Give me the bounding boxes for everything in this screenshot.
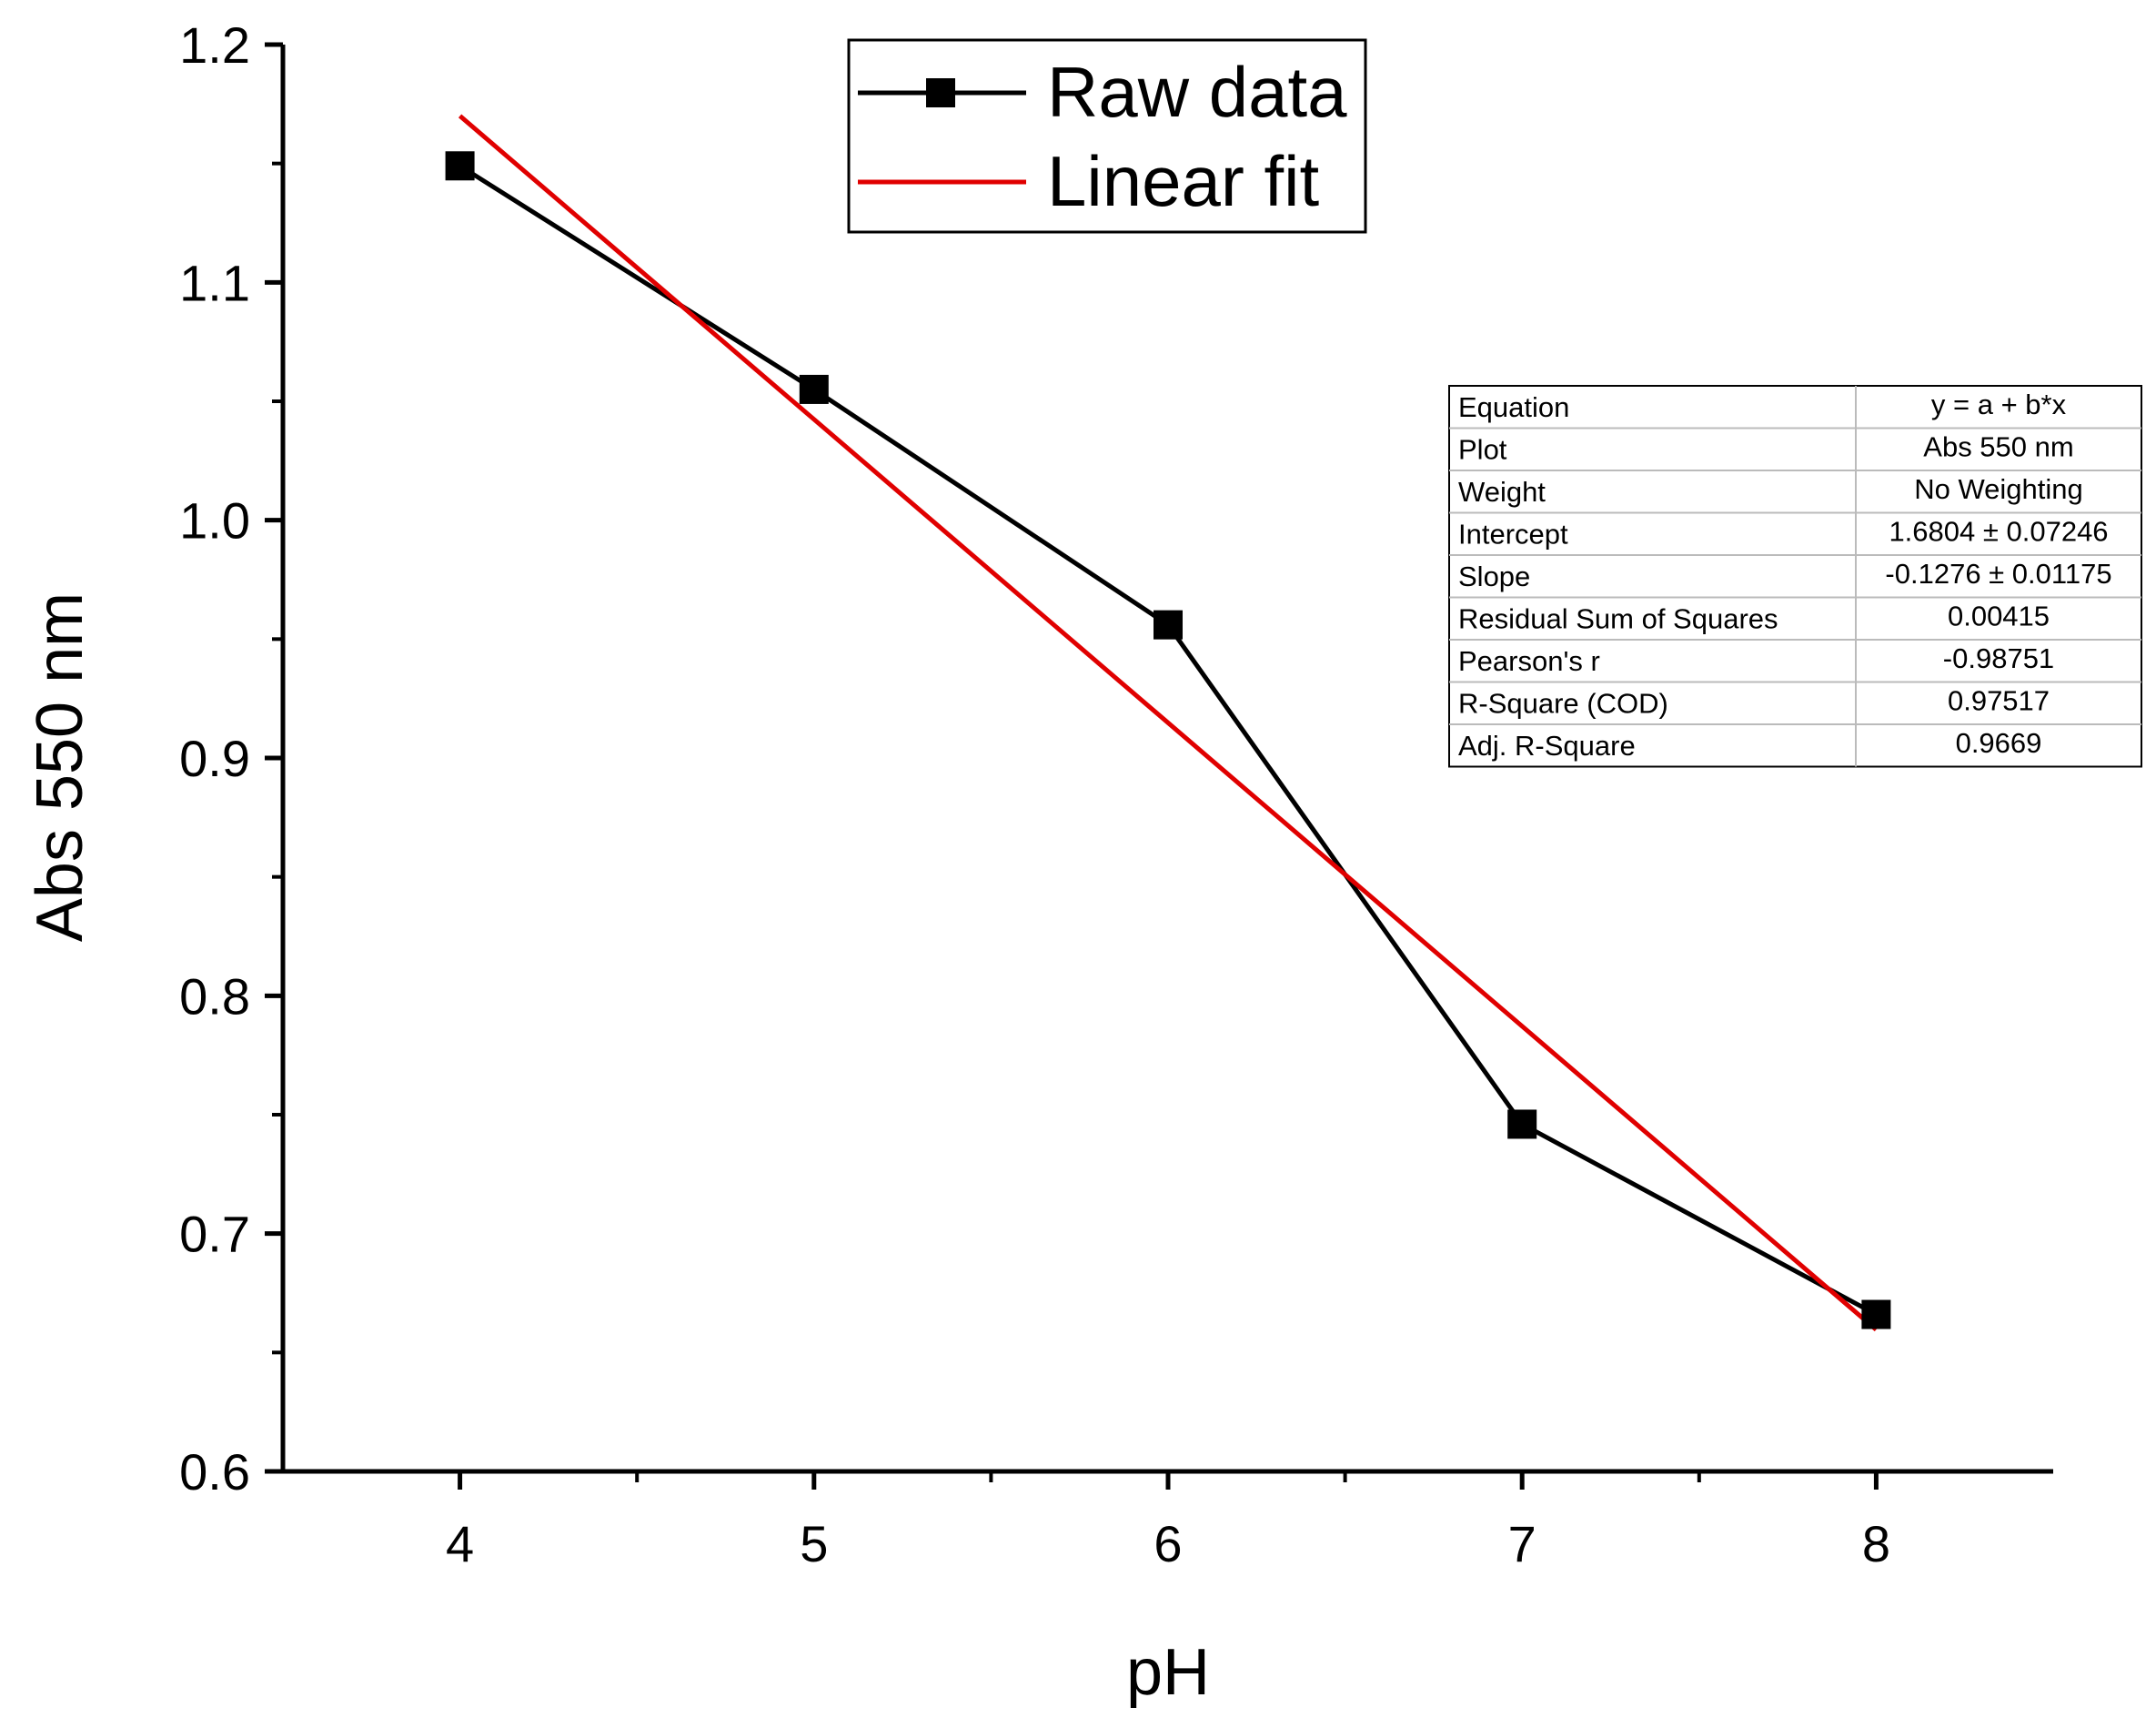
fit-table-value: 0.9669 xyxy=(1956,727,2042,759)
y-tick-label: 0.8 xyxy=(179,967,250,1025)
fit-table-label: Slope xyxy=(1458,561,1530,592)
raw-data-point xyxy=(445,151,475,181)
x-tick-label: 8 xyxy=(1862,1515,1890,1572)
y-tick-label: 0.9 xyxy=(179,730,250,787)
fit-table-value: 0.00415 xyxy=(1948,601,2050,632)
fit-table-value: 0.97517 xyxy=(1948,685,2050,717)
fit-table-label: Weight xyxy=(1458,476,1546,508)
series-layer xyxy=(445,114,1891,1332)
legend-fit-label: Linear fit xyxy=(1047,141,1319,221)
fit-table-label: Intercept xyxy=(1458,519,1568,551)
y-tick-label: 0.7 xyxy=(179,1206,250,1263)
raw-data-point xyxy=(799,374,829,404)
y-tick-label: 0.6 xyxy=(179,1443,250,1501)
y-tick-label: 1.1 xyxy=(179,254,250,311)
legend-raw-marker xyxy=(926,78,955,107)
legend-raw-label: Raw data xyxy=(1047,52,1347,132)
fit-table-value: No Weighting xyxy=(1914,473,2083,505)
linear-fit-line xyxy=(458,114,1879,1332)
fit-stats-table: Equation y = a + b*x Plot Abs 550 nm Weight N… xyxy=(1448,385,2142,768)
raw-data-point xyxy=(1861,1299,1891,1329)
fit-table-label: Equation xyxy=(1458,391,1569,423)
x-tick-label: 4 xyxy=(446,1515,474,1572)
fit-table-border xyxy=(1448,385,2142,768)
fit-table-value: Abs 550 nm xyxy=(1923,431,2073,463)
raw-data-point xyxy=(1154,610,1183,640)
fit-table-label: R-Square (COD) xyxy=(1458,688,1668,720)
raw-data-point xyxy=(1507,1109,1537,1139)
fit-table-label: Adj. R-Square xyxy=(1458,730,1636,762)
y-tick-label: 1.2 xyxy=(179,16,250,74)
y-axis-title: Abs 550 nm xyxy=(24,592,96,942)
x-tick-label: 5 xyxy=(800,1515,828,1572)
fit-table-value: -0.98751 xyxy=(1943,642,2054,674)
y-tick-label: 1.0 xyxy=(179,492,250,550)
fit-table-label: Plot xyxy=(1458,434,1507,466)
fit-table-value: -0.1276 ± 0.01175 xyxy=(1885,558,2111,590)
fit-table-value: 1.6804 ± 0.07246 xyxy=(1889,516,2108,548)
legend-box xyxy=(847,38,1367,234)
fit-table-label: Residual Sum of Squares xyxy=(1458,603,1778,635)
fit-table-label: Pearson's r xyxy=(1458,645,1600,677)
fit-table-value: y = a + b*x xyxy=(1931,389,2067,420)
x-axis-title: pH xyxy=(1126,1636,1210,1709)
axes: 0.6 0.7 0.8 0.9 1.0 1.1 1.2 4 5 6 7 8 xyxy=(179,16,2053,1572)
x-tick-label: 6 xyxy=(1154,1515,1182,1572)
x-tick-label: 7 xyxy=(1508,1515,1536,1572)
legend: Raw data Linear fit xyxy=(847,38,1367,234)
